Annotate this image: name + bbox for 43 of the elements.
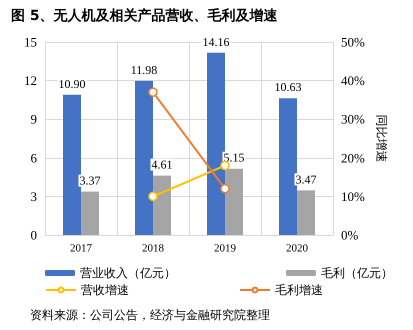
- text: 资料来源：公司公告，经济与金融研究院整理: [30, 308, 270, 322]
- bar: [297, 190, 315, 235]
- y-tick-label: 12: [24, 73, 37, 88]
- y2-tick-label: 20%: [341, 150, 365, 166]
- data-label: 4.61: [152, 158, 172, 172]
- y2-axis-title: 同比增速: [374, 114, 389, 162]
- bar: [81, 192, 99, 235]
- x-tick-label: 2020: [286, 242, 308, 254]
- bar: [135, 80, 153, 235]
- y-tick-label: 0: [30, 228, 37, 242]
- x-tick-label: 2019: [214, 242, 236, 254]
- point: [220, 184, 230, 194]
- legend-label: 毛利增速: [275, 283, 323, 297]
- y-tick-label: 3: [30, 188, 37, 204]
- legend-label: 毛利（亿元）: [321, 266, 393, 280]
- y2-tick-label: 50%: [341, 34, 365, 50]
- bar: [279, 98, 297, 235]
- y2-tick-label: 0%: [341, 228, 358, 242]
- data-label: 11.98: [130, 62, 158, 77]
- y2-tick-label: 30%: [341, 112, 365, 127]
- data-label: 10.63: [274, 80, 302, 94]
- legend-label: 营业收入（亿元）: [80, 266, 176, 280]
- y-tick-label: 9: [30, 112, 37, 127]
- y-tick-label: 15: [24, 34, 37, 50]
- bar: [225, 168, 243, 235]
- bar: [207, 52, 225, 235]
- data-label: 10.90: [58, 76, 86, 91]
- data-label: 3.47: [296, 172, 316, 186]
- y2-tick-label: 40%: [341, 73, 365, 88]
- y-tick-label: 6: [30, 150, 38, 166]
- point: [148, 87, 158, 97]
- point: [220, 160, 230, 170]
- chart-title: 图 5、无人机及相关产品营收、毛利及增速: [11, 7, 279, 24]
- legend-label: 营收增速: [81, 283, 129, 297]
- data-label: 14.16: [202, 34, 230, 49]
- bar: [153, 176, 171, 235]
- bar: [63, 94, 81, 235]
- data-label: 5.15: [224, 150, 244, 165]
- x-tick-label: 2018: [142, 242, 164, 254]
- y2-tick-label: 10%: [341, 188, 365, 204]
- point: [148, 192, 158, 202]
- data-label: 3.37: [80, 174, 100, 188]
- x-tick-label: 2017: [70, 242, 92, 254]
